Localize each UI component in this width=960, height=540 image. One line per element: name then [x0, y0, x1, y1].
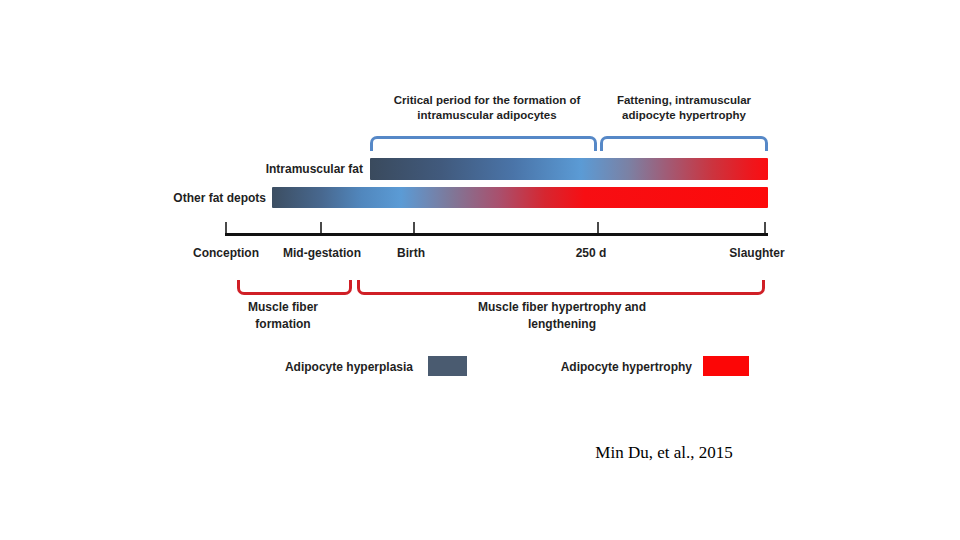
tick-label-250d: 250 d — [576, 246, 607, 260]
bracket-fattening — [600, 136, 768, 151]
annotation-critical-period: Critical period for the formation of int… — [394, 93, 581, 122]
phase-hypertrophy-line2: lengthening — [478, 316, 646, 333]
phase-formation-line1: Muscle fiber — [248, 299, 318, 316]
bar-other-fat-depots — [272, 187, 768, 208]
legend-label-hypertrophy: Adipocyte hypertrophy — [561, 360, 692, 374]
annotation-fattening-line1: Fattening, intramuscular — [617, 93, 751, 108]
timeline-tick-slaughter — [764, 222, 766, 233]
brace-muscle-fiber-formation — [237, 280, 352, 295]
slide-canvas: { "figure": { "annotations": { "critical… — [0, 0, 960, 540]
annotation-fattening: Fattening, intramuscular adipocyte hyper… — [617, 93, 751, 122]
phase-hypertrophy-line1: Muscle fiber hypertrophy and — [478, 299, 646, 316]
phase-label-muscle-fiber-hypertrophy: Muscle fiber hypertrophy and lengthening — [478, 299, 646, 332]
legend-label-hyperplasia: Adipocyte hyperplasia — [285, 360, 413, 374]
timeline-axis — [225, 233, 768, 236]
legend-swatch-hypertrophy — [703, 356, 749, 376]
timeline-tick-250d — [597, 222, 599, 233]
tick-label-birth: Birth — [397, 246, 425, 260]
tick-label-mid-gestation: Mid-gestation — [283, 246, 361, 260]
bar-label-intramuscular-fat: Intramuscular fat — [266, 162, 363, 176]
legend-swatch-hyperplasia — [428, 356, 467, 376]
bar-label-other-fat-depots: Other fat depots — [173, 191, 266, 205]
tick-label-conception: Conception — [193, 246, 259, 260]
annotation-critical-period-line1: Critical period for the formation of — [394, 93, 581, 108]
timeline-tick-conception — [225, 222, 227, 233]
annotation-critical-period-line2: intramuscular adipocytes — [394, 108, 581, 123]
annotation-fattening-line2: adipocyte hypertrophy — [617, 108, 751, 123]
timeline-tick-mid-gestation — [320, 222, 322, 233]
citation-text: Min Du, et al., 2015 — [595, 443, 732, 463]
phase-label-muscle-fiber-formation: Muscle fiber formation — [248, 299, 318, 332]
phase-formation-line2: formation — [248, 316, 318, 333]
bar-intramuscular-fat — [370, 158, 768, 180]
brace-muscle-fiber-hypertrophy — [357, 280, 765, 295]
tick-label-slaughter: Slaughter — [729, 246, 784, 260]
bracket-critical-period — [370, 136, 597, 151]
timeline-tick-birth — [413, 222, 415, 233]
